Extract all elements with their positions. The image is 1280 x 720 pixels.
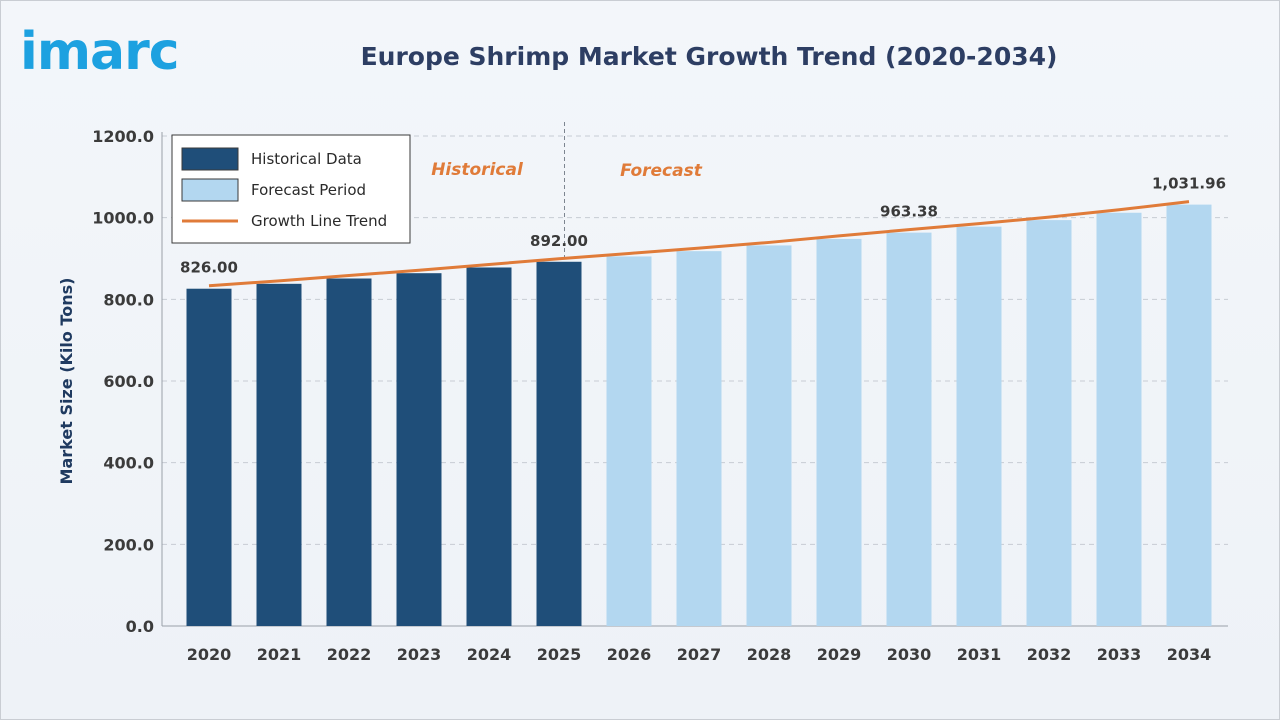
bar-2032 [1026,220,1072,626]
legend-label-historical: Historical Data [251,150,362,168]
bar-2033 [1096,212,1142,626]
x-tick-label: 2030 [887,645,932,664]
x-tick-label: 2029 [817,645,862,664]
x-tick-label: 2023 [397,645,442,664]
data-label-2030: 963.38 [880,203,938,221]
x-tick-label: 2027 [677,645,722,664]
legend-label-forecast: Forecast Period [251,181,366,199]
bar-2022 [326,278,372,626]
legend-layer: Historical Data Forecast Period Growth Lin… [171,134,411,244]
chart-title: Europe Shrimp Market Growth Trend (2020-… [360,42,1058,71]
data-label-2034: 1,031.96 [1152,175,1226,193]
y-tick-label: 200.0 [103,535,154,554]
bar-2034 [1166,204,1212,626]
x-tick-label: 2020 [187,645,232,664]
bar-2025 [536,261,582,626]
y-tick-label: 1200.0 [92,127,154,146]
x-tick-label: 2028 [747,645,792,664]
legend-swatch-forecast [181,178,239,202]
x-tick-label: 2033 [1097,645,1142,664]
trend-line-layer [208,200,1190,288]
y-tick-label: 800.0 [103,290,154,309]
y-tick-label: 400.0 [103,454,154,473]
legend-label-trend_line: Growth Line Trend [251,212,387,230]
bar-2020 [186,288,232,626]
labels-layer: 0.0 200.0 400.0 600.0 800.0 1000.0 1200.0 Marke… [57,127,1226,664]
x-tick-label: 2026 [607,645,652,664]
bar-2027 [676,251,722,626]
region-label-historical: Historical [431,160,524,180]
x-tick-label: 2031 [957,645,1002,664]
x-tick-label: 2025 [537,645,582,664]
legend-swatch-historical [181,147,239,171]
y-tick-label: 600.0 [103,372,154,391]
bar-2024 [466,267,512,626]
bar-2031 [956,226,1002,626]
x-tick-label: 2022 [327,645,372,664]
region-label-forecast: Forecast [620,161,703,181]
y-axis-label: Market Size (Kilo Tons) [57,278,76,485]
growth-trend-line [208,200,1190,288]
data-label-2020: 826.00 [180,259,238,277]
x-tick-label: 2024 [467,645,512,664]
bar-2023 [396,273,442,626]
bar-2029 [816,238,862,626]
bar-2030 [886,232,932,627]
data-label-2025: 892.00 [530,232,588,250]
bar-2026 [606,256,652,626]
y-tick-label: 1000.0 [92,209,154,228]
bar-2028 [746,245,792,626]
y-tick-label: 0.0 [126,617,154,636]
bars-layer [186,204,1212,627]
x-tick-label: 2021 [257,645,302,664]
x-tick-label: 2034 [1167,645,1212,664]
bar-2021 [256,283,302,626]
imarc-logo: imarc [20,22,180,82]
x-tick-label: 2032 [1027,645,1072,664]
